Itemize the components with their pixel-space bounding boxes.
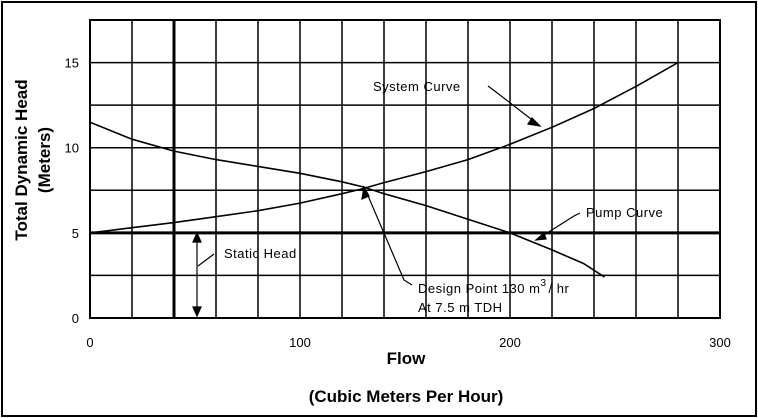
design-point-unit: / hr xyxy=(549,281,570,296)
design-point-leader xyxy=(365,190,413,286)
system-curve-line xyxy=(89,61,679,234)
design-point-label: Design Point 130 m3/ hr xyxy=(418,278,569,296)
static-head-arrow-down xyxy=(192,306,202,318)
annotation-arrows xyxy=(192,85,581,318)
y-axis-units: (Meters) xyxy=(35,127,54,193)
pump-curve-label: Pump Curve xyxy=(586,205,663,220)
static-head-line xyxy=(90,20,720,318)
design-point-arrowhead xyxy=(361,185,370,200)
plot-border xyxy=(89,19,721,319)
design-point-superscript: 3 xyxy=(540,278,546,289)
system-curve-label: System Curve xyxy=(373,79,461,94)
y-tick-label: 10 xyxy=(65,141,79,156)
pump-curve-arrowhead xyxy=(534,231,547,241)
y-tick-label: 0 xyxy=(72,311,79,326)
pump-curve-line xyxy=(89,121,605,278)
x-tick-label: 300 xyxy=(709,335,731,350)
pump-curve-leader xyxy=(535,212,581,241)
x-axis-title: Flow xyxy=(387,349,426,368)
grid xyxy=(89,19,721,319)
static-head-arrow-up xyxy=(192,231,202,243)
y-axis-title: Total Dynamic Head xyxy=(12,79,31,240)
x-tick-label: 200 xyxy=(499,335,521,350)
x-axis-units: (Cubic Meters Per Hour) xyxy=(309,387,504,406)
x-tick-label: 0 xyxy=(86,335,93,350)
x-tick-label: 100 xyxy=(289,335,311,350)
design-point-text: Design Point 130 m xyxy=(418,281,540,296)
design-point-tdh: At 7.5 m TDH xyxy=(418,300,503,315)
y-tick-label: 15 xyxy=(65,56,79,71)
y-tick-label: 5 xyxy=(72,226,79,241)
static-head-leader xyxy=(197,253,215,267)
system-curve-leader xyxy=(487,85,541,127)
static-head-label: Static Head xyxy=(224,246,297,261)
tick-labels: 0 100 200 300 0 5 10 15 xyxy=(65,56,731,350)
system-curve-arrowhead xyxy=(526,117,542,127)
series-group xyxy=(89,61,679,278)
